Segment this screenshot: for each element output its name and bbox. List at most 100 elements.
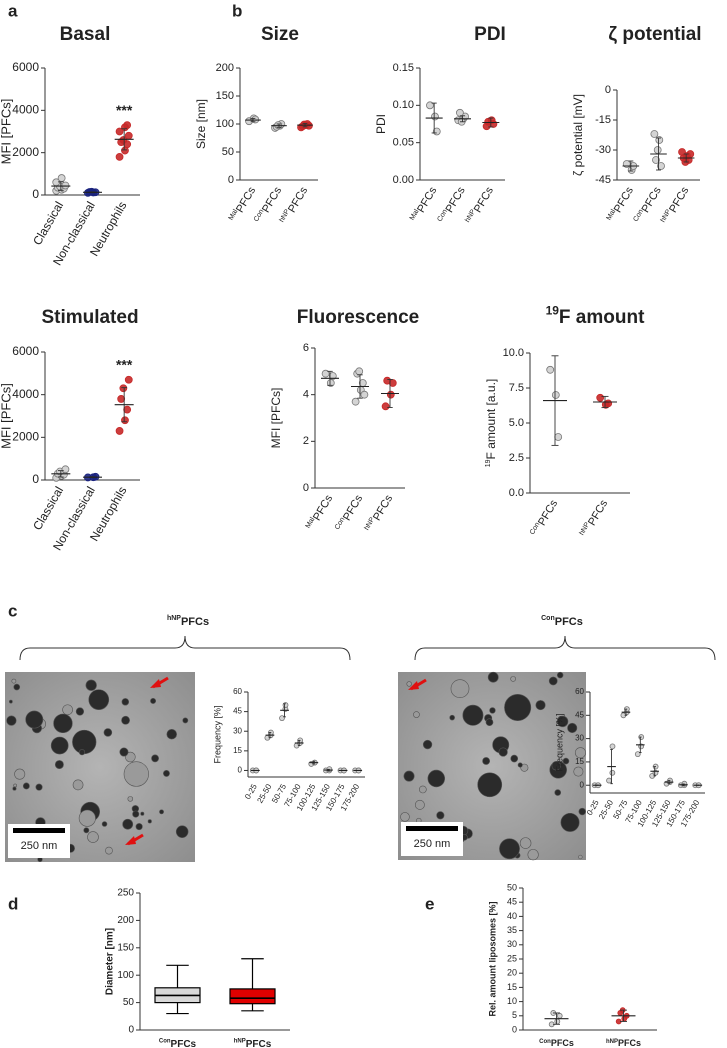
chart-title-sup: hNP: [167, 615, 181, 622]
scale-bar: [13, 828, 65, 833]
particle: [9, 699, 13, 704]
y-tick-label: 40: [507, 911, 517, 921]
y-tick-label: 200: [216, 62, 234, 74]
particle: [50, 736, 69, 755]
particle: [554, 789, 562, 796]
data-point: [123, 121, 132, 130]
chart-title: Size: [261, 24, 299, 45]
y-tick-label: 6000: [12, 344, 39, 358]
particle: [499, 838, 520, 860]
y-tick-label: 0.15: [393, 62, 414, 74]
y-axis-label: MFI [PFCs]: [269, 388, 283, 449]
y-tick-label: 100: [216, 118, 234, 130]
particle: [573, 766, 584, 777]
chart-title-main: PFCs: [181, 616, 209, 628]
x-tick-label-main: PFCs: [286, 185, 310, 215]
y-tick-label: 0.05: [393, 137, 414, 149]
significance: ***: [116, 356, 133, 372]
chart-title-sup: Con: [541, 615, 555, 622]
data-point: [119, 136, 128, 144]
y-tick-label: 45: [233, 707, 242, 716]
box: [229, 988, 276, 1005]
panel-letter: c: [8, 601, 17, 620]
y-tick-label: 0: [128, 1025, 134, 1036]
data-point: [328, 372, 337, 380]
y-tick-label: 250: [117, 888, 134, 899]
data-point: [355, 367, 364, 376]
x-tick-label: ConPFCs: [539, 1038, 574, 1048]
x-tick-label-main: PFCs: [234, 185, 258, 215]
y-tick-label: 15: [575, 757, 584, 766]
data-point: [652, 156, 660, 164]
particle: [487, 671, 499, 683]
data-point: [124, 131, 133, 140]
particle: [123, 761, 149, 787]
scale-label: 250 nm: [21, 840, 58, 852]
data-point: [596, 393, 605, 402]
data-point: [115, 127, 124, 136]
particle: [135, 823, 143, 831]
particle: [418, 785, 427, 794]
y-tick-label: 5: [512, 1010, 517, 1020]
y-tick-label: 0: [228, 174, 234, 186]
y-tick-label: 50: [507, 882, 517, 892]
data-point: [653, 146, 662, 154]
x-tick-label: ConPFCs: [529, 497, 561, 539]
x-tick-label: hNPPFCs: [606, 1038, 641, 1048]
y-tick-label: 6: [303, 342, 309, 354]
particle: [489, 707, 496, 714]
y-axis-label: Frequency [%]: [554, 713, 564, 771]
x-tick-label-sup: Mal: [605, 208, 617, 222]
red-arrow-head: [125, 836, 136, 845]
x-tick-label-main: PFCs: [443, 185, 467, 215]
data-point: [119, 384, 128, 393]
particle: [517, 762, 523, 768]
y-axis-label: Rel. amount liposomes [%]: [487, 901, 497, 1016]
particle: [414, 799, 425, 810]
particle: [85, 679, 97, 691]
data-point: [57, 174, 66, 182]
particle: [6, 715, 17, 726]
y-tick-label: -15: [595, 114, 611, 126]
data-point: [121, 146, 129, 155]
x-tick-label-main: PFCs: [415, 185, 439, 215]
y-axis-label: ζ potential [mV]: [571, 94, 585, 176]
data-point: [381, 402, 390, 411]
y-axis-label: Frequency [%]: [212, 705, 222, 763]
particle: [574, 747, 586, 759]
y-tick-label: 2: [303, 435, 309, 447]
particle: [62, 704, 73, 716]
particle: [462, 704, 484, 726]
x-tick-label-main: PFCs: [612, 185, 636, 215]
y-tick-label: 20: [507, 968, 517, 978]
y-tick-label: 10: [507, 996, 517, 1006]
particle: [103, 728, 113, 737]
x-tick-label: hNPPFCs: [464, 184, 496, 227]
data-point: [484, 117, 493, 126]
data-point: [609, 743, 616, 750]
chart-title: ζ potential: [608, 24, 701, 45]
particle: [527, 849, 539, 861]
y-tick-label: 60: [233, 687, 242, 696]
x-tick-label-sup: Con: [159, 1038, 171, 1044]
x-tick-label-sup: Con: [539, 1038, 551, 1044]
y-axis-label: MFI [PFCs]: [0, 383, 13, 449]
chart-title: Stimulated: [41, 307, 138, 328]
x-tick-label-sup: Mal: [228, 208, 240, 222]
x-tick-label-main: PFCs: [472, 185, 496, 215]
x-tick-label: hNPPFCs: [234, 1038, 272, 1048]
y-tick-label: 10.0: [503, 347, 524, 359]
y-tick-label: 2.5: [509, 452, 524, 464]
y-tick-label: 0: [303, 482, 309, 494]
particle: [403, 770, 415, 782]
data-point: [274, 121, 283, 130]
y-tick-label: 0.10: [393, 99, 414, 111]
y-tick-label: 0: [512, 1024, 517, 1034]
chart-title: hNPPFCs: [167, 615, 209, 628]
x-tick-label-main: PFCs: [667, 185, 691, 215]
panel-letter: b: [232, 1, 242, 20]
data-point: [321, 369, 330, 378]
y-tick-label: 45: [507, 897, 517, 907]
chart-title: Basal: [60, 24, 111, 45]
